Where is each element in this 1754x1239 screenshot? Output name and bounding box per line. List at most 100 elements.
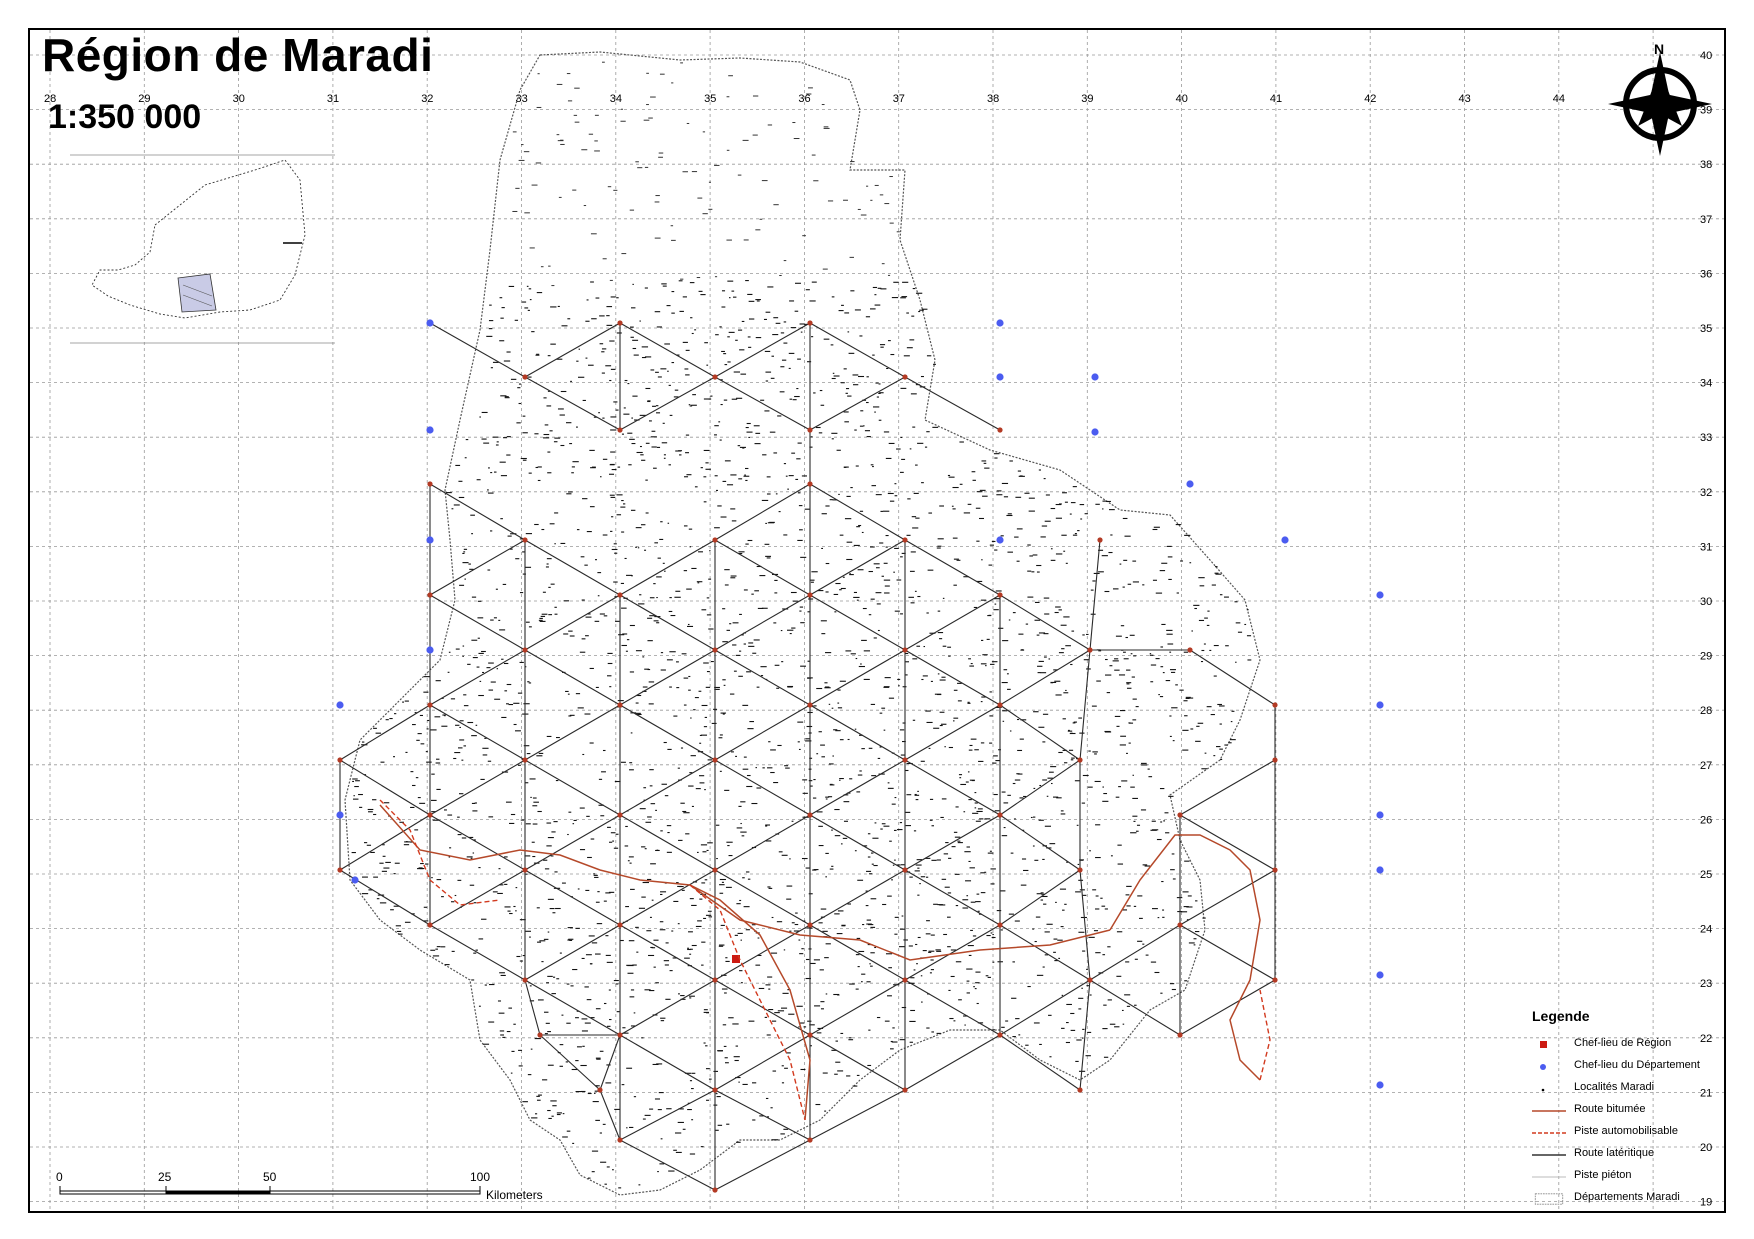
locality-point <box>708 181 711 183</box>
locality-point <box>904 769 909 772</box>
locality-point <box>820 908 827 910</box>
locality-point <box>496 441 499 443</box>
locality-point <box>1006 673 1009 675</box>
locality-point <box>811 571 818 573</box>
network-node <box>807 427 813 433</box>
locality-point <box>503 662 509 665</box>
locality-point <box>1032 816 1036 818</box>
locality-point <box>1219 594 1223 596</box>
locality-point <box>658 156 663 158</box>
locality-point <box>883 825 890 827</box>
locality-point <box>1121 1009 1124 1011</box>
locality-point <box>467 721 474 724</box>
legend-title: Legende <box>1532 1008 1590 1024</box>
locality-point <box>703 1042 706 1044</box>
locality-point <box>1031 571 1035 573</box>
locality-point <box>748 645 755 647</box>
locality-point <box>812 797 817 799</box>
grid-right-label: 21 <box>1700 1087 1712 1099</box>
locality-point <box>857 569 864 571</box>
locality-point <box>650 436 657 438</box>
locality-point <box>759 1115 764 1117</box>
locality-point <box>557 408 564 410</box>
locality-point <box>703 917 707 919</box>
locality-point <box>602 258 607 260</box>
locality-point <box>785 767 790 769</box>
locality-point <box>589 667 594 670</box>
locality-point <box>500 395 507 397</box>
locality-point <box>434 716 441 718</box>
road-segment <box>524 924 621 981</box>
locality-point <box>858 524 862 527</box>
locality-point <box>629 624 635 627</box>
locality-point <box>957 682 962 684</box>
locality-point <box>974 802 978 804</box>
locality-point <box>901 915 904 917</box>
locality-point <box>825 876 827 878</box>
locality-point <box>654 201 660 203</box>
locality-point <box>957 840 961 842</box>
locality-point <box>666 1108 672 1110</box>
locality-point <box>914 793 917 796</box>
locality-point <box>1046 795 1049 797</box>
chef-lieu-departement-marker <box>996 319 1004 327</box>
network-node <box>1077 867 1083 873</box>
locality-point <box>745 426 749 429</box>
locality-point <box>613 581 618 583</box>
grid-right-label: 20 <box>1700 1142 1712 1154</box>
road-segment <box>1179 814 1276 871</box>
locality-point <box>1195 900 1198 902</box>
locality-point <box>1234 601 1238 603</box>
locality-point <box>765 522 767 524</box>
locality-point <box>1116 931 1123 933</box>
locality-point <box>352 778 358 780</box>
locality-point <box>718 421 721 423</box>
grid-right-label: 19 <box>1700 1197 1712 1209</box>
locality-point <box>502 1036 506 1038</box>
locality-point <box>513 702 520 704</box>
road-segment <box>619 376 716 431</box>
locality-point <box>1207 610 1210 612</box>
locality-point <box>852 374 859 376</box>
locality-point <box>755 337 762 339</box>
locality-point <box>701 941 706 943</box>
locality-point <box>1168 795 1174 797</box>
locality-point <box>591 942 598 944</box>
locality-point <box>660 1138 663 1140</box>
locality-point <box>435 762 441 764</box>
locality-point <box>1086 985 1089 987</box>
locality-point <box>771 1139 779 1141</box>
locality-point <box>579 849 586 851</box>
locality-point <box>949 1017 954 1020</box>
locality-point <box>612 1169 614 1171</box>
locality-point <box>572 189 577 191</box>
locality-point <box>742 447 745 449</box>
locality-point <box>839 777 844 780</box>
locality-point <box>497 1000 502 1002</box>
locality-point <box>570 985 574 987</box>
locality-point <box>1160 821 1163 823</box>
locality-point <box>660 893 663 896</box>
locality-point <box>458 747 463 749</box>
chef-lieu-departement-marker <box>1376 971 1384 979</box>
locality-point <box>459 726 461 728</box>
locality-point <box>1169 715 1172 717</box>
locality-point <box>1147 768 1150 770</box>
locality-point <box>899 928 905 930</box>
locality-point <box>852 1085 858 1087</box>
locality-point <box>970 663 973 665</box>
locality-point <box>1000 929 1003 931</box>
locality-point <box>738 478 743 480</box>
thin-line-icon <box>1532 1176 1566 1178</box>
locality-point <box>972 479 976 481</box>
locality-point <box>877 287 882 289</box>
locality-point <box>551 993 556 995</box>
locality-point <box>513 905 516 908</box>
network-node <box>902 647 908 653</box>
locality-point <box>786 1052 791 1054</box>
locality-point <box>745 479 748 482</box>
locality-point <box>1114 658 1119 660</box>
locality-point <box>807 611 811 613</box>
locality-point <box>1079 504 1085 506</box>
